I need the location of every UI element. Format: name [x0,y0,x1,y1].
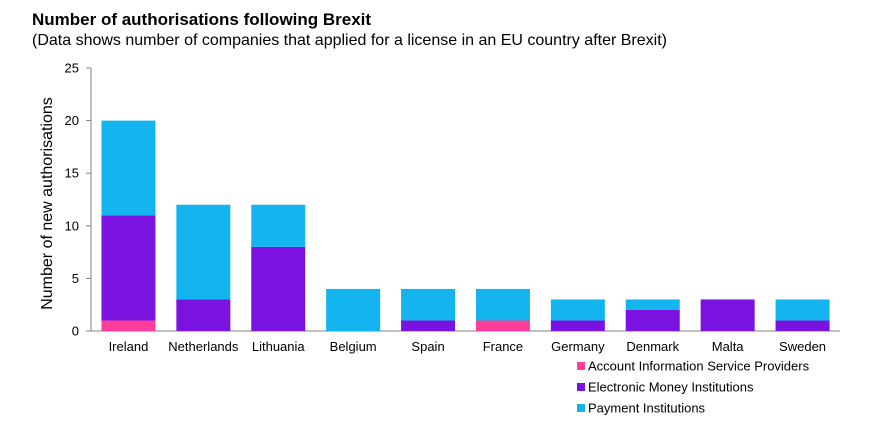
legend-swatch [577,404,585,412]
bar-segment [475,320,530,331]
y-tick-label: 5 [72,271,79,286]
y-tick-label: 20 [65,113,79,128]
bar-segment [251,246,306,331]
bar-segment [775,320,830,331]
x-tick-label: Ireland [109,339,149,354]
chart-title: Number of authorisations following Brexi… [32,10,372,29]
bar-segment [101,320,156,331]
bar-segment [251,204,306,247]
bar-segment [176,204,231,300]
bar-segment [101,215,156,321]
x-tick-label: Lithuania [252,339,306,354]
bar-segment [475,288,530,321]
bar-segment [401,288,456,321]
legend-label: Account Information Service Providers [588,359,810,374]
y-tick-label: 15 [65,166,79,181]
y-tick-label: 10 [65,218,79,233]
x-tick-label: Malta [712,339,745,354]
bar-segment [326,288,381,331]
bar-segment [101,120,156,216]
x-tick-label: Spain [411,339,444,354]
y-tick-label: 25 [65,61,79,76]
x-tick-label: France [483,339,523,354]
bar-segment [775,299,830,321]
bar-segment [176,299,231,331]
bar-segment [625,309,680,331]
bar-segment [625,299,680,310]
x-tick-label: Belgium [330,339,377,354]
legend-label: Electronic Money Institutions [588,380,754,395]
bar-segment [700,299,755,331]
x-tick-label: Germany [551,339,605,354]
x-tick-label: Netherlands [168,339,239,354]
y-tick-label: 0 [72,324,79,339]
x-tick-label: Sweden [779,339,826,354]
y-axis-title: Number of new authorisations [39,97,56,310]
legend-swatch [577,383,585,391]
bar-segment [550,320,605,331]
legend-swatch [577,362,585,370]
x-tick-label: Denmark [626,339,679,354]
chart-subtitle: (Data shows number of companies that app… [32,32,667,49]
bar-segment [550,299,605,321]
legend-label: Payment Institutions [588,401,706,416]
bar-segment [401,320,456,331]
